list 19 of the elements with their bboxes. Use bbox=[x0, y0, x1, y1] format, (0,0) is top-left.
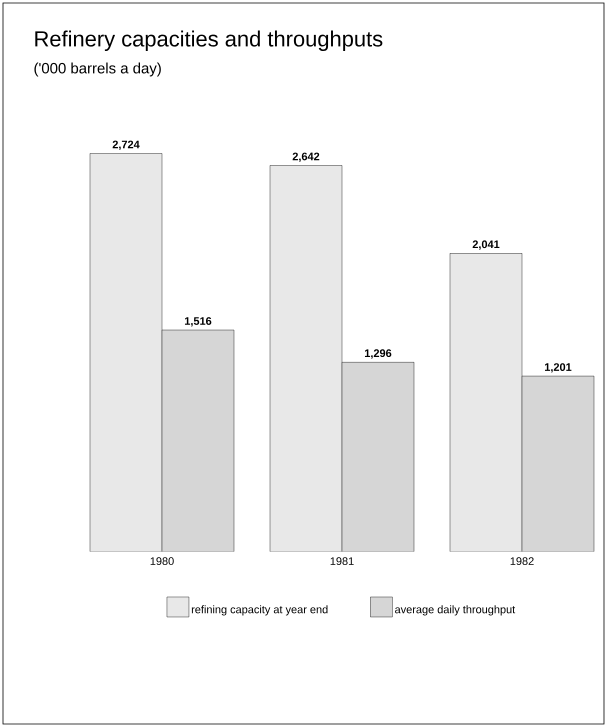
bar bbox=[342, 362, 414, 552]
chart-subtitle: ('000 barrels a day) bbox=[34, 62, 161, 76]
data-label: 2,041 bbox=[472, 240, 500, 250]
bar bbox=[522, 376, 594, 552]
chart-title: Refinery capacities and throughputs bbox=[35, 30, 382, 51]
bar bbox=[450, 253, 522, 552]
bar bbox=[270, 165, 342, 552]
bar bbox=[162, 330, 234, 552]
x-tick-label: 1982 bbox=[510, 557, 534, 566]
data-label: 2,642 bbox=[292, 152, 320, 162]
legend-label: refining capacity at year end bbox=[192, 605, 328, 616]
x-tick-label: 1981 bbox=[330, 557, 354, 566]
bar bbox=[90, 153, 162, 552]
data-label: 1,516 bbox=[184, 317, 212, 326]
legend-label: average daily throughput bbox=[395, 605, 516, 616]
data-label: 1,296 bbox=[364, 349, 392, 359]
x-tick-label: 1980 bbox=[150, 557, 174, 566]
data-label: 1,201 bbox=[544, 363, 572, 373]
data-label: 2,724 bbox=[112, 140, 140, 150]
